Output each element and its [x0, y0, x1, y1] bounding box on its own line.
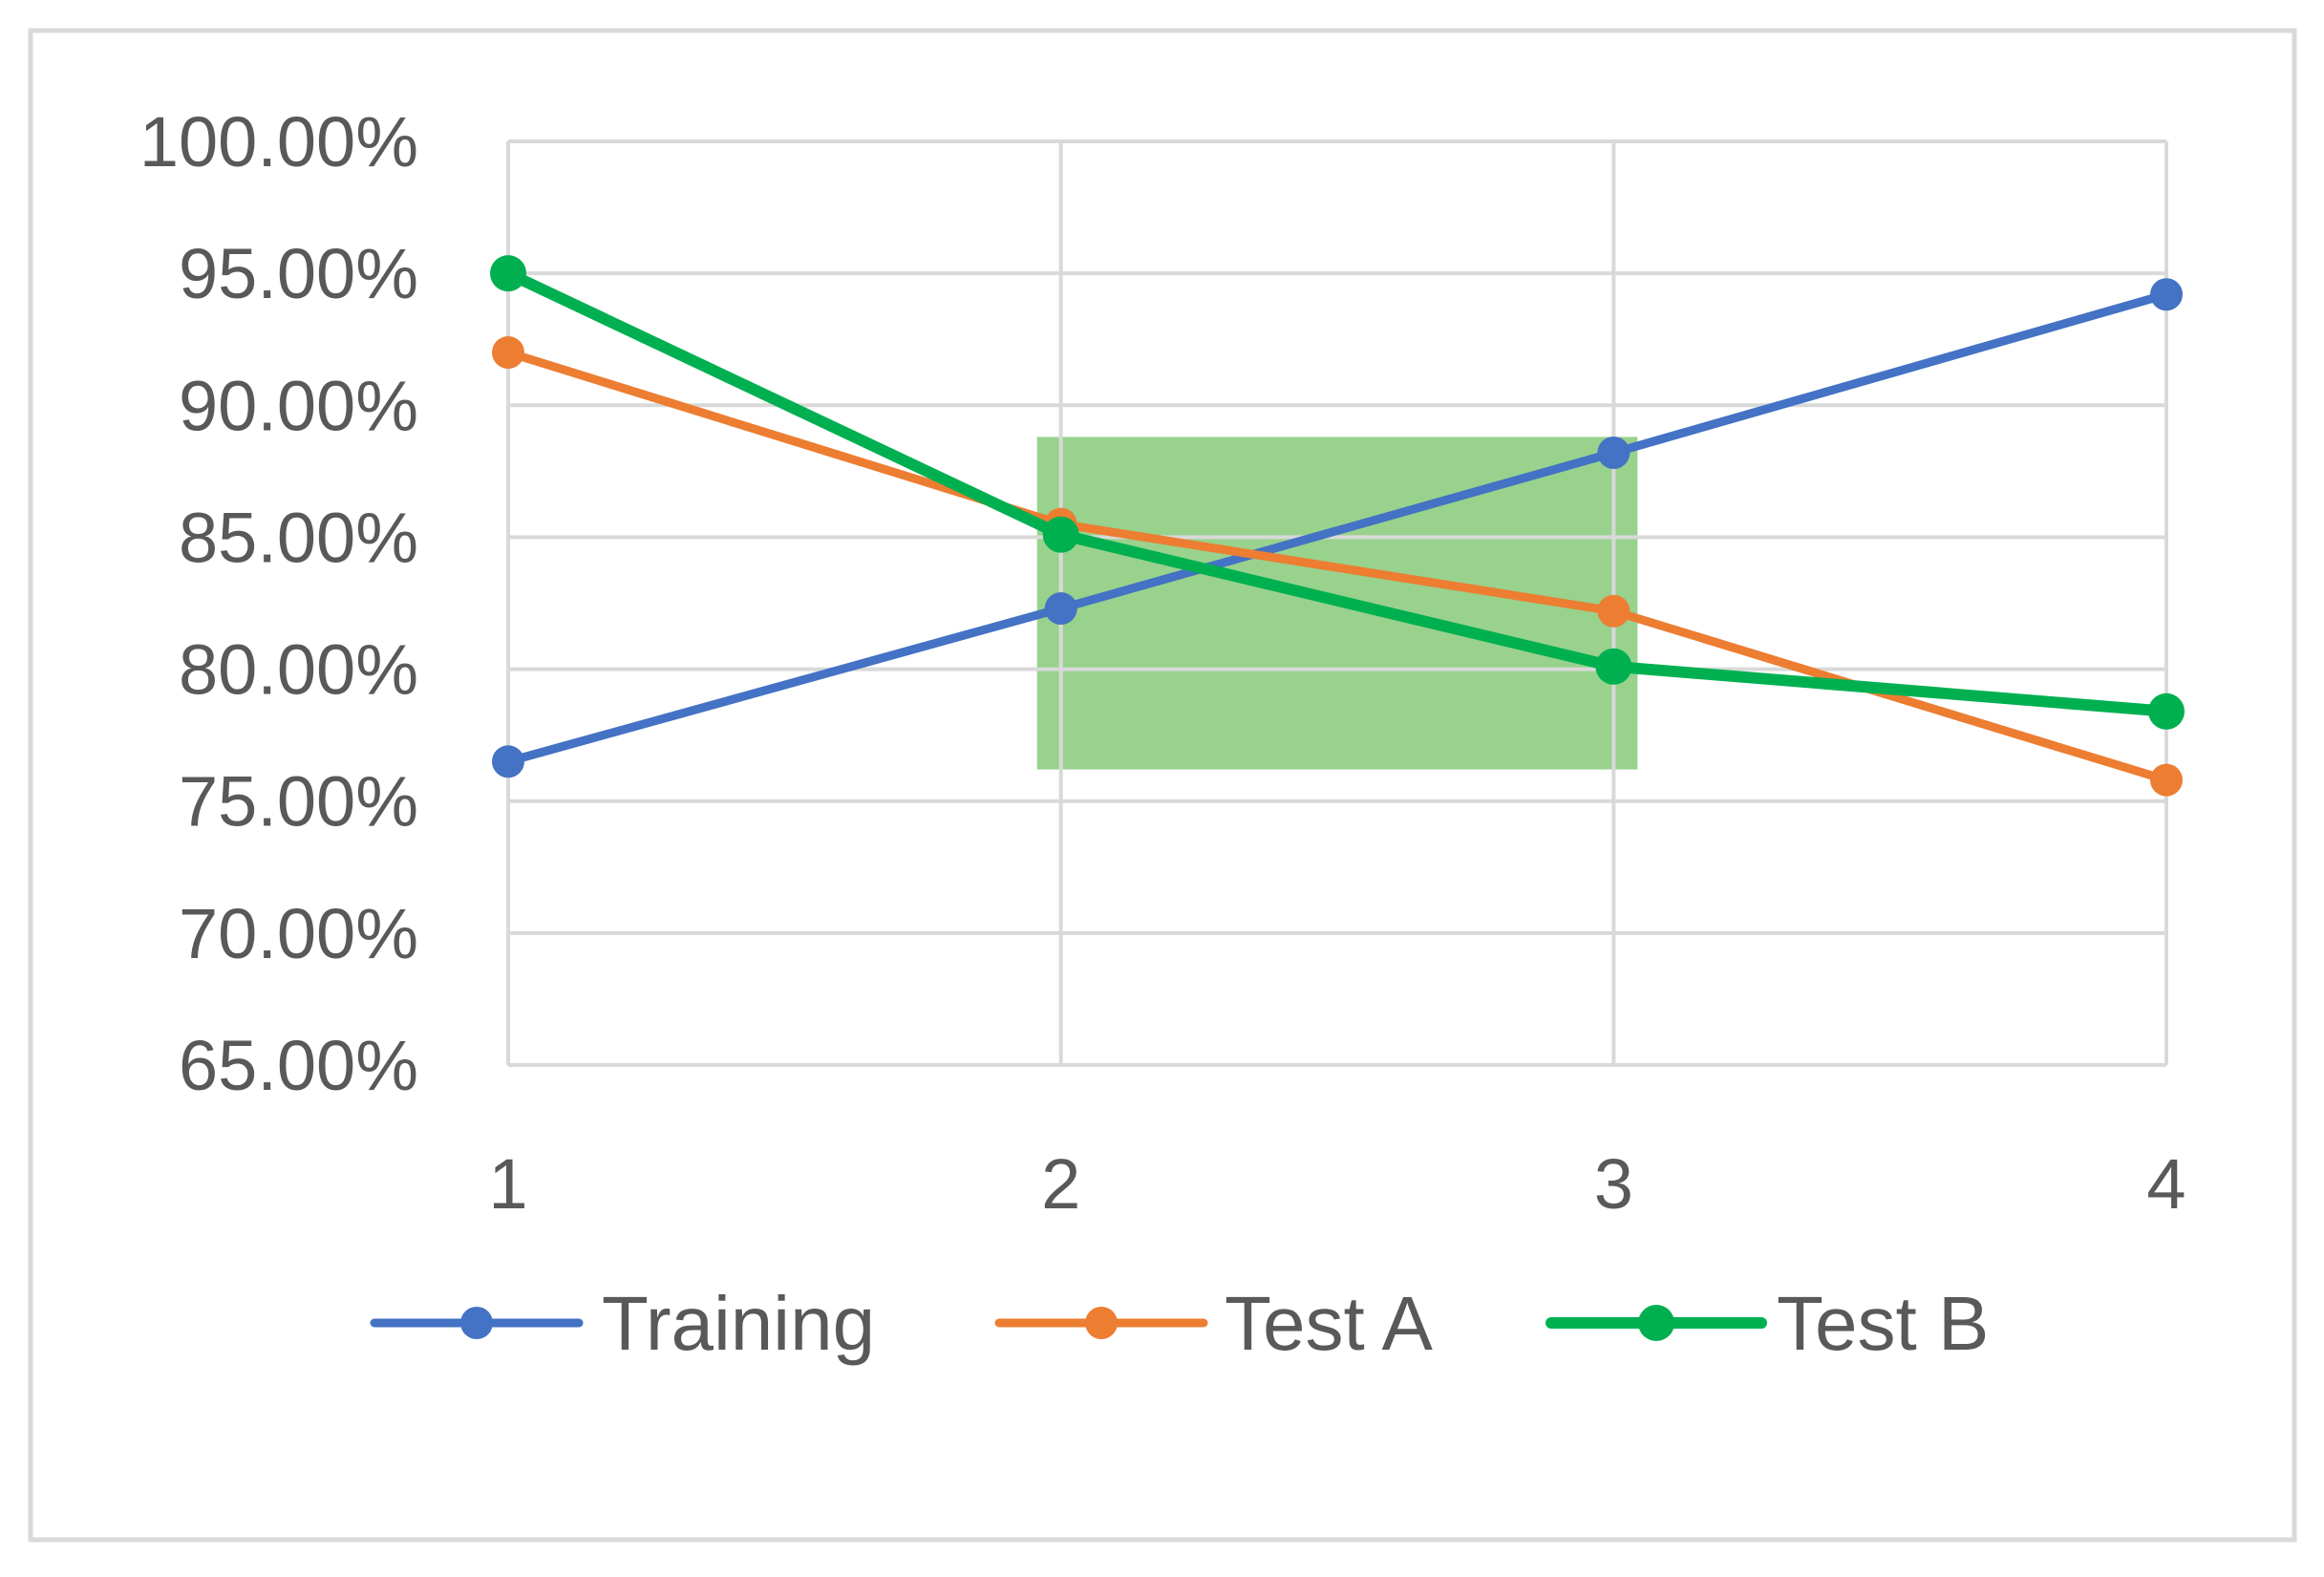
data-point-test-b [490, 255, 526, 292]
legend-marker-test-b [1638, 1305, 1674, 1341]
legend-marker-training [460, 1307, 493, 1339]
series-line-test-a [503, 348, 2171, 785]
y-tick-label: 95.00% [179, 234, 418, 313]
y-tick-label: 90.00% [179, 366, 418, 445]
chart-border [28, 28, 2297, 1543]
y-tick-label: 75.00% [179, 762, 418, 842]
y-tick-label: 65.00% [179, 1026, 418, 1105]
data-point-test-b [1595, 648, 1632, 685]
legend-label-test-a: Test A [1225, 1281, 1434, 1366]
data-point-test-b [1042, 516, 1079, 553]
y-tick-label: 70.00% [179, 894, 418, 973]
series-layer [490, 255, 2185, 797]
data-point-training [1597, 437, 1631, 470]
legend: Training Test A Test B [370, 1281, 1989, 1366]
axis-layer: 65.00% 70.00% 75.00% 80.00% 85.00% 90.00% 95.0… [139, 102, 2186, 1224]
series-line-test-b [502, 267, 2172, 717]
y-tick-label: 80.00% [179, 630, 418, 710]
data-point-test-b [2148, 693, 2185, 730]
x-tick-label: 4 [2146, 1144, 2185, 1224]
series-line-training [503, 289, 2171, 766]
data-point-test-a [2150, 763, 2183, 797]
data-point-training [2150, 278, 2183, 311]
x-tick-label: 2 [1041, 1144, 1080, 1224]
data-point-training [1044, 592, 1077, 626]
data-point-test-a [1597, 594, 1631, 628]
legend-label-training: Training [602, 1281, 875, 1366]
legend-marker-test-a [1085, 1307, 1118, 1339]
legend-label-test-b: Test B [1777, 1281, 1989, 1366]
x-tick-label: 3 [1594, 1144, 1633, 1224]
y-tick-label: 85.00% [179, 498, 418, 577]
data-point-test-a [492, 336, 524, 370]
y-tick-label: 100.00% [139, 102, 418, 181]
data-point-training [492, 745, 524, 778]
x-tick-label: 1 [488, 1144, 527, 1224]
